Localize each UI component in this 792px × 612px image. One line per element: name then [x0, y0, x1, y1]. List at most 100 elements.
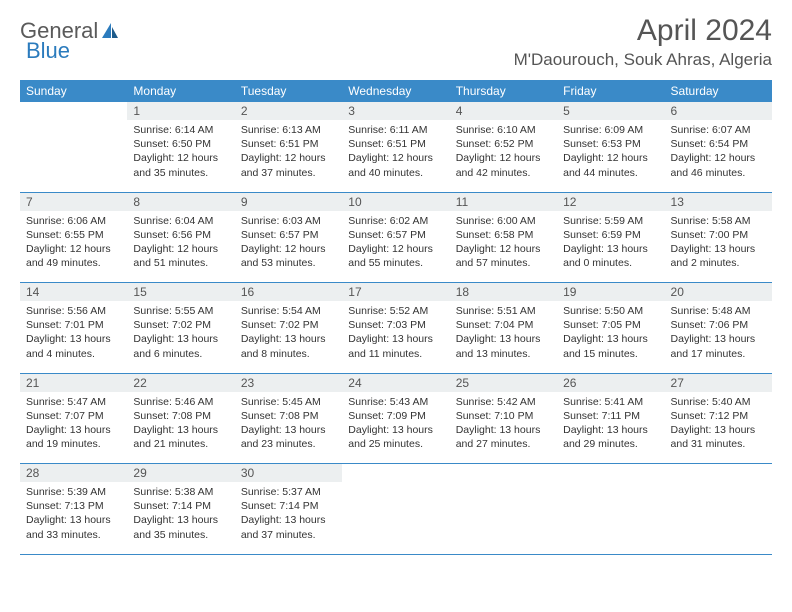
day-number: 17	[342, 283, 449, 301]
daynum-cell: 22	[127, 373, 234, 392]
day-cell: Sunrise: 6:02 AMSunset: 6:57 PMDaylight:…	[342, 211, 449, 283]
daylight-text: Daylight: 13 hours	[671, 332, 766, 346]
day-cell: Sunrise: 5:45 AMSunset: 7:08 PMDaylight:…	[235, 392, 342, 464]
sunrise-text: Sunrise: 5:39 AM	[26, 485, 121, 499]
sunset-text: Sunset: 6:58 PM	[456, 228, 551, 242]
daynum-row: 14151617181920	[20, 283, 772, 302]
content-row: Sunrise: 6:14 AMSunset: 6:50 PMDaylight:…	[20, 120, 772, 192]
daynum-cell: 5	[557, 102, 664, 120]
sunset-text: Sunset: 6:57 PM	[348, 228, 443, 242]
sunrise-text: Sunrise: 5:41 AM	[563, 395, 658, 409]
sunrise-text: Sunrise: 6:06 AM	[26, 214, 121, 228]
daynum-row: 21222324252627	[20, 373, 772, 392]
day-cell: Sunrise: 5:59 AMSunset: 6:59 PMDaylight:…	[557, 211, 664, 283]
sunset-text: Sunset: 7:10 PM	[456, 409, 551, 423]
daylight-text: Daylight: 13 hours	[348, 423, 443, 437]
daynum-cell: 19	[557, 283, 664, 302]
sunrise-text: Sunrise: 5:38 AM	[133, 485, 228, 499]
daylight-text: Daylight: 12 hours	[133, 242, 228, 256]
daylight-text: Daylight: 13 hours	[241, 513, 336, 527]
daylight-text: Daylight: 12 hours	[671, 151, 766, 165]
daylight-text: and 31 minutes.	[671, 437, 766, 451]
sunset-text: Sunset: 6:57 PM	[241, 228, 336, 242]
daylight-text: and 44 minutes.	[563, 166, 658, 180]
sunrise-text: Sunrise: 5:43 AM	[348, 395, 443, 409]
sunset-text: Sunset: 7:12 PM	[671, 409, 766, 423]
daynum-cell: 2	[235, 102, 342, 120]
content-row: Sunrise: 5:47 AMSunset: 7:07 PMDaylight:…	[20, 392, 772, 464]
daylight-text: and 27 minutes.	[456, 437, 551, 451]
daylight-text: Daylight: 13 hours	[563, 423, 658, 437]
sunrise-text: Sunrise: 5:52 AM	[348, 304, 443, 318]
daylight-text: and 42 minutes.	[456, 166, 551, 180]
day-cell: Sunrise: 5:51 AMSunset: 7:04 PMDaylight:…	[450, 301, 557, 373]
day-cell: Sunrise: 5:37 AMSunset: 7:14 PMDaylight:…	[235, 482, 342, 554]
sunrise-text: Sunrise: 6:04 AM	[133, 214, 228, 228]
daylight-text: Daylight: 13 hours	[133, 423, 228, 437]
sunset-text: Sunset: 7:02 PM	[133, 318, 228, 332]
day-cell: Sunrise: 6:09 AMSunset: 6:53 PMDaylight:…	[557, 120, 664, 192]
daynum-cell: 3	[342, 102, 449, 120]
day-number: 21	[20, 374, 127, 392]
sunset-text: Sunset: 7:00 PM	[671, 228, 766, 242]
daylight-text: Daylight: 13 hours	[241, 423, 336, 437]
daylight-text: and 55 minutes.	[348, 256, 443, 270]
sunrise-text: Sunrise: 5:50 AM	[563, 304, 658, 318]
weekday-header: Sunday	[20, 80, 127, 102]
daylight-text: Daylight: 12 hours	[348, 242, 443, 256]
day-number: 29	[127, 464, 234, 482]
sunrise-text: Sunrise: 6:03 AM	[241, 214, 336, 228]
sunrise-text: Sunrise: 6:09 AM	[563, 123, 658, 137]
daynum-cell	[557, 464, 664, 483]
daynum-cell: 23	[235, 373, 342, 392]
sunset-text: Sunset: 7:01 PM	[26, 318, 121, 332]
daylight-text: and 57 minutes.	[456, 256, 551, 270]
sunrise-text: Sunrise: 5:45 AM	[241, 395, 336, 409]
sunset-text: Sunset: 7:14 PM	[241, 499, 336, 513]
sail-icon	[100, 21, 120, 41]
day-number: 27	[665, 374, 772, 392]
day-cell	[450, 482, 557, 554]
sunrise-text: Sunrise: 6:02 AM	[348, 214, 443, 228]
daylight-text: and 15 minutes.	[563, 347, 658, 361]
daylight-text: Daylight: 13 hours	[671, 423, 766, 437]
day-cell: Sunrise: 6:10 AMSunset: 6:52 PMDaylight:…	[450, 120, 557, 192]
sunrise-text: Sunrise: 6:11 AM	[348, 123, 443, 137]
day-number: 7	[20, 193, 127, 211]
daynum-cell: 8	[127, 192, 234, 211]
sunset-text: Sunset: 6:50 PM	[133, 137, 228, 151]
day-number: 5	[557, 102, 664, 120]
daynum-cell: 16	[235, 283, 342, 302]
daynum-cell: 21	[20, 373, 127, 392]
header: General April 2024 M'Daourouch, Souk Ahr…	[20, 14, 772, 70]
day-cell: Sunrise: 5:54 AMSunset: 7:02 PMDaylight:…	[235, 301, 342, 373]
day-cell	[20, 120, 127, 192]
daylight-text: and 8 minutes.	[241, 347, 336, 361]
daylight-text: Daylight: 13 hours	[671, 242, 766, 256]
day-number: 30	[235, 464, 342, 482]
daylight-text: Daylight: 12 hours	[241, 242, 336, 256]
daynum-cell: 1	[127, 102, 234, 120]
logo-blue-wrap: Blue	[26, 38, 70, 64]
daynum-cell: 10	[342, 192, 449, 211]
day-cell: Sunrise: 5:41 AMSunset: 7:11 PMDaylight:…	[557, 392, 664, 464]
daylight-text: and 53 minutes.	[241, 256, 336, 270]
daylight-text: Daylight: 13 hours	[26, 423, 121, 437]
day-number: 19	[557, 283, 664, 301]
sunrise-text: Sunrise: 5:37 AM	[241, 485, 336, 499]
sunset-text: Sunset: 6:51 PM	[348, 137, 443, 151]
sunset-text: Sunset: 6:52 PM	[456, 137, 551, 151]
weekday-header: Monday	[127, 80, 234, 102]
day-number	[665, 464, 772, 468]
day-number: 22	[127, 374, 234, 392]
weekday-header: Saturday	[665, 80, 772, 102]
daylight-text: Daylight: 12 hours	[563, 151, 658, 165]
daynum-cell: 15	[127, 283, 234, 302]
daylight-text: and 13 minutes.	[456, 347, 551, 361]
content-row: Sunrise: 5:39 AMSunset: 7:13 PMDaylight:…	[20, 482, 772, 554]
daylight-text: Daylight: 13 hours	[456, 423, 551, 437]
day-number	[342, 464, 449, 468]
daylight-text: Daylight: 12 hours	[348, 151, 443, 165]
daylight-text: and 11 minutes.	[348, 347, 443, 361]
daynum-cell: 24	[342, 373, 449, 392]
